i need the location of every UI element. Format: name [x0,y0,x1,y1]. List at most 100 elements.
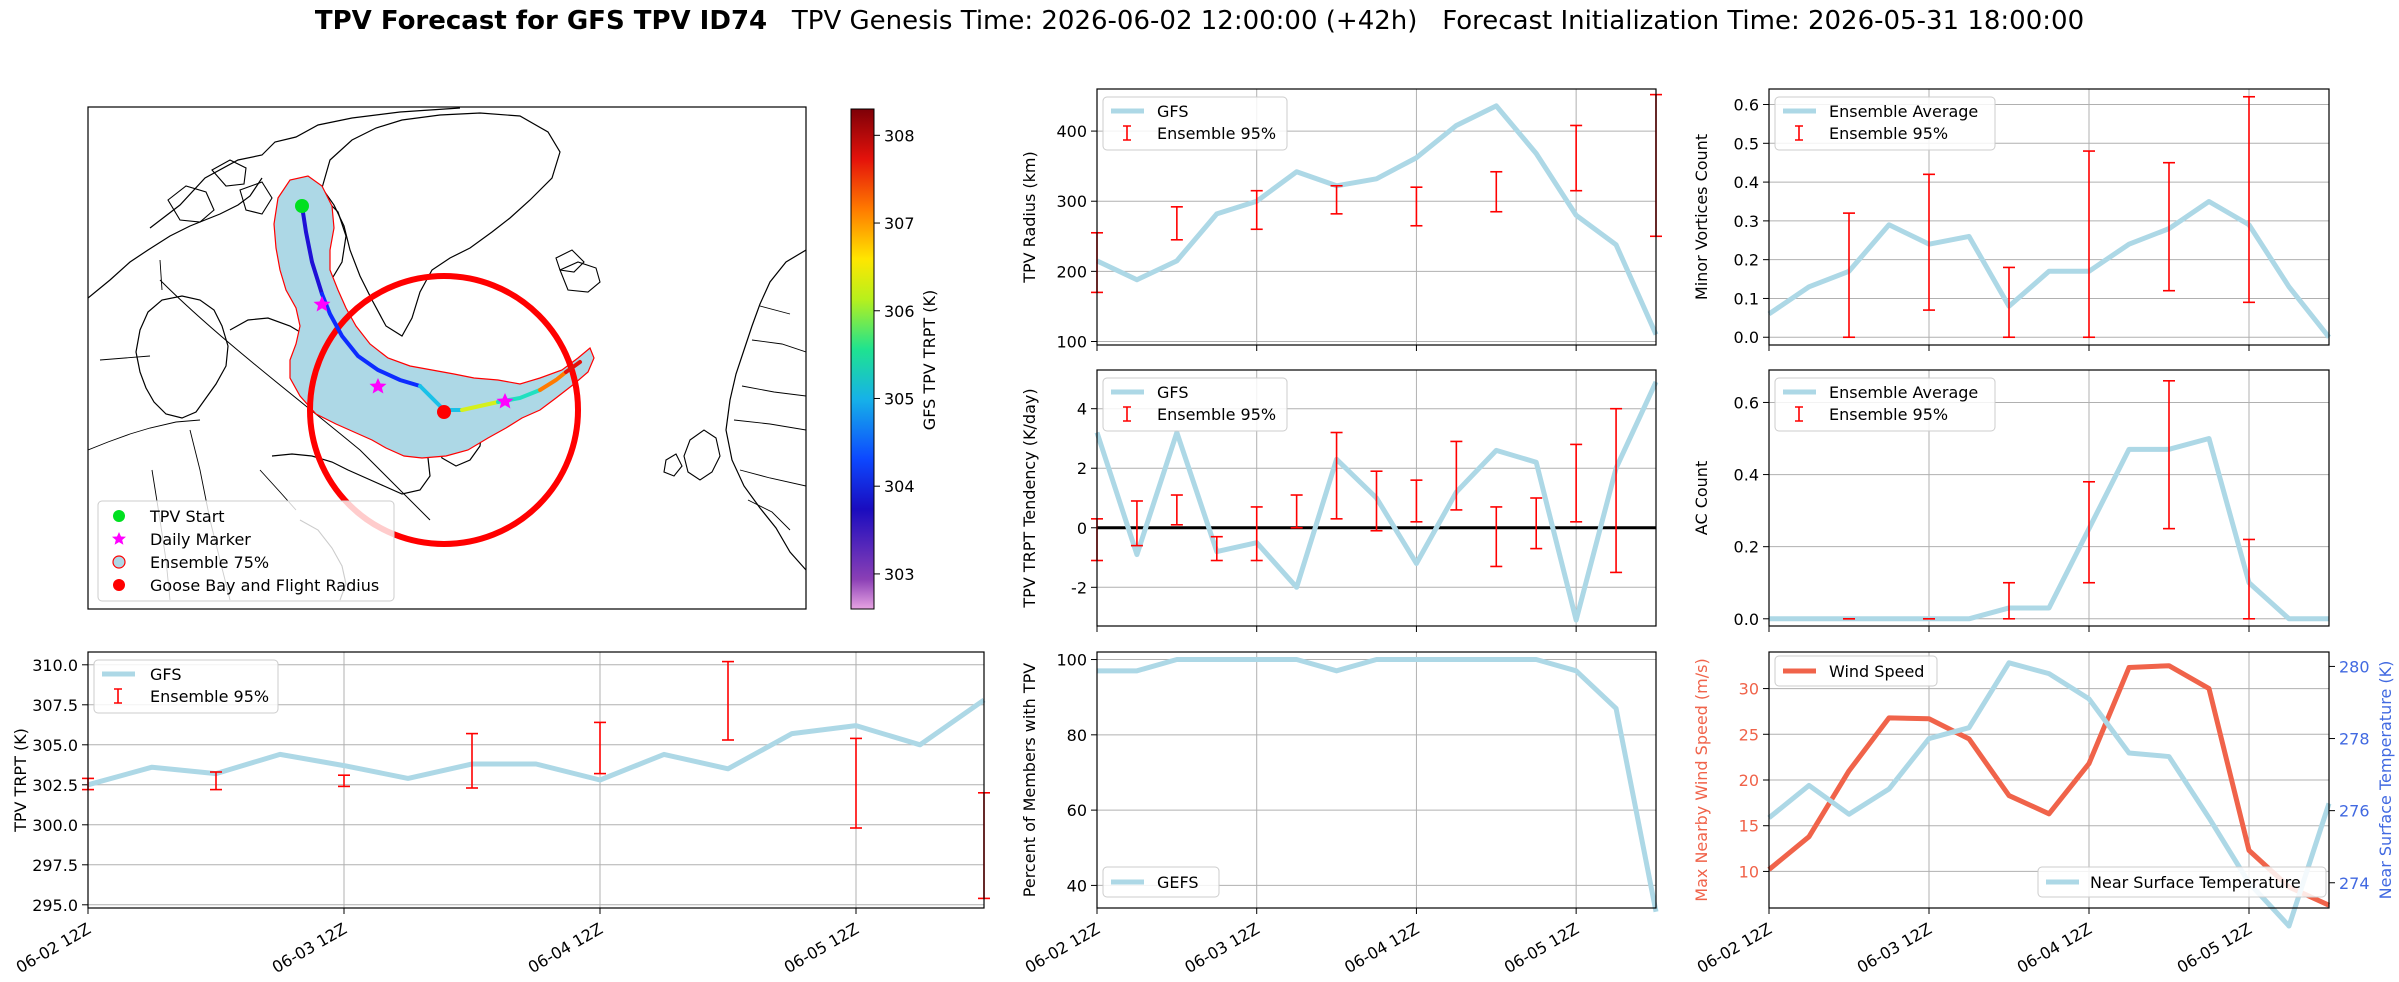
hudson-bay-coast [135,295,229,419]
y-tick-label: 305.0 [32,736,78,755]
x-tick-label: 06-02 12Z [13,919,94,977]
legend-members: GEFS [1102,866,1220,898]
y2-tick-label: 274 [2339,874,2370,893]
y-tick-label: 0.1 [1734,289,1759,308]
title-storm-id: TPV Forecast for GFS TPV ID74 [314,6,768,36]
colorbar-label: GFS TPV TRPT (K) [920,290,939,430]
legend-tendency-ens: Ensemble 95% [1157,405,1276,424]
legend-radius: GFS Ensemble 95% [1102,96,1288,151]
legend-radius-ens: Ensemble 95% [1157,124,1276,143]
borders-north-america [88,259,297,601]
plot-frame [1096,88,1657,346]
y-tick-label: 0.0 [1734,610,1759,629]
daily-marker [313,296,331,312]
map-legend: TPV Start Daily Marker Ensemble 75% Goos… [97,500,395,602]
y-tick-label: 20 [1739,771,1759,790]
coastline-arctic [149,107,461,229]
y-tick-label: 25 [1739,725,1759,744]
x-tick-label: 06-05 12Z [781,919,862,977]
legend-goose-icon [113,579,125,591]
x-tick-label: 06-05 12Z [1501,919,1582,977]
coastline-canada-west [88,177,263,299]
legend-ac: Ensemble Average Ensemble 95% [1774,377,1996,432]
y-tick-label: 310.0 [32,656,78,675]
title-init-time: Forecast Initialization Time: 2026-05-31… [1442,6,2085,36]
map-frame [87,106,807,610]
series-line [1769,436,2329,622]
y-tick-label: 302.5 [32,776,78,795]
y-tick-label: 30 [1739,680,1759,699]
y-tick-label: 4 [1077,400,1087,419]
colorbar-tick-label: 308 [884,126,915,145]
colorbar-gradient [850,108,875,610]
series-line [1767,198,2331,339]
track-segment [320,292,422,388]
plot-frame [1096,651,1657,909]
legend-trpt-gfs: GFS [150,665,181,684]
europe-coast [725,249,806,571]
y-tick-label: 60 [1067,801,1087,820]
y-tick-label: 80 [1067,726,1087,745]
y-tick-label: 0.4 [1734,173,1759,192]
chart-tendency: -2 0 2 4 TPV TRPT Tendency (K/day) [1020,369,1659,632]
title-genesis-time: TPV Genesis Time: 2026-06-02 12:00:00 (+… [791,6,1418,36]
y-tick-label: 0.3 [1734,212,1759,231]
legend-temperature-label: Near Surface Temperature [2090,873,2301,892]
y-tick-label: 0.5 [1734,134,1759,153]
x-tick-label: 06-04 12Z [1341,919,1422,977]
y2-axis-label: Near Surface Temperature (K) [2376,661,2395,900]
legend-members-gefs: GEFS [1157,873,1199,892]
y-tick-label: 295.0 [32,896,78,915]
y-tick-label: 40 [1067,876,1087,895]
x-tick-label: 06-04 12Z [525,919,606,977]
y-tick-label: 300.0 [32,816,78,835]
y-tick-label: 297.5 [32,856,78,875]
legend-ensemble-icon [112,555,126,569]
y-tick-label: 0.2 [1734,538,1759,557]
plot-frame [1768,88,2330,346]
y-axis-label: TPV TRPT (K) [11,728,30,833]
x-tick-label: 06-04 12Z [2014,919,2095,977]
y-axis-label: Percent of Members with TPV [1020,663,1039,897]
track-segment [564,360,582,374]
legend-minor: Ensemble Average Ensemble 95% [1774,96,1996,151]
borders-europe [733,305,806,531]
legend-daily-label: Daily Marker [150,530,251,549]
goose-bay-marker [437,405,451,419]
plot-frame [1768,651,2330,909]
plot-frame [87,651,985,909]
track-segment [538,370,568,392]
series-line [87,697,986,788]
legend-start-icon [113,510,125,522]
flight-radius-circle [307,273,581,547]
meridian-arc [159,279,431,521]
legend-minor-ens: Ensemble 95% [1829,124,1948,143]
legend-minor-avg: Ensemble Average [1829,102,1978,121]
iceland-coast [559,261,601,293]
series-line [1097,657,1659,913]
colorbar: 303 304 305 306 307 308 GFS TPV TRPT (K) [850,108,939,610]
legend-radius-gfs: GFS [1157,102,1188,121]
plot-frame [1096,369,1657,627]
legend-tendency-gfs: GFS [1157,383,1188,402]
wind-speed-line [1767,663,2331,908]
y-tick-label: 100 [1056,332,1087,351]
y-tick-label: 0.0 [1734,328,1759,347]
y-axis-label: TPV Radius (km) [1020,151,1039,284]
y-axis-label: Max Nearby Wind Speed (m/s) [1692,658,1711,901]
arctic-islands-coast [167,159,585,273]
y2-tick-label: 276 [2339,802,2370,821]
legend-star-icon [111,532,126,545]
y-tick-label: 15 [1739,817,1759,836]
figure-title: TPV Forecast for GFS TPV ID74 TPV Genesi… [0,6,2399,36]
legend-trpt-ens: Ensemble 95% [150,687,269,706]
legend-ac-ens: Ensemble 95% [1829,405,1948,424]
y-tick-label: 0.6 [1734,96,1759,115]
legend-wind: Wind Speed [1774,655,1938,687]
x-tick-label: 06-02 12Z [1694,919,1775,977]
x-tick-label: 06-03 12Z [269,919,350,977]
british-isles-coast [663,429,721,481]
daily-marker [369,378,387,394]
y-tick-label: -2 [1071,578,1087,597]
